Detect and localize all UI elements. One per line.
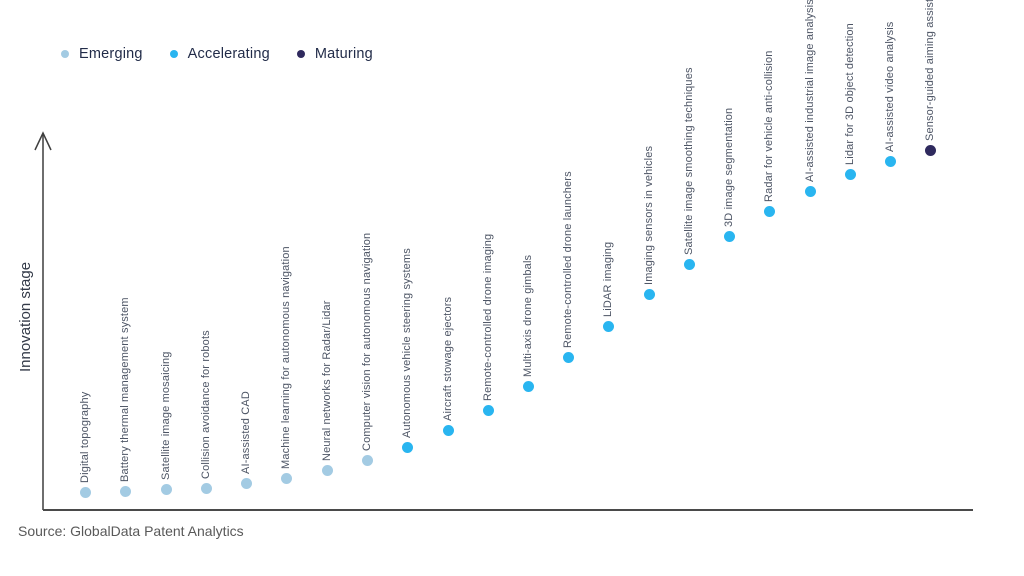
data-point-dot xyxy=(482,404,494,416)
y-axis-title: Innovation stage xyxy=(17,261,34,372)
legend-item-emerging: Emerging xyxy=(61,46,143,62)
data-point-label: 3D image segmentation xyxy=(723,107,735,227)
data-point-dot xyxy=(602,320,614,332)
data-point-label: LiDAR imaging xyxy=(602,241,614,317)
data-point-dot xyxy=(562,351,574,363)
data-point-label: Machine learning for autonomous navigati… xyxy=(280,246,292,469)
data-point-label: Satellite image smoothing techniques xyxy=(683,67,695,255)
data-point-label: Digital topography xyxy=(79,391,91,483)
data-point-dot xyxy=(160,483,172,495)
legend-marker-emerging xyxy=(61,50,69,58)
legend-marker-accelerating xyxy=(169,50,178,58)
data-point-label: Radar for vehicle anti-collision xyxy=(763,50,775,202)
data-point-dot xyxy=(723,230,735,242)
legend-label: Accelerating xyxy=(187,46,270,62)
legend-item-maturing: Maturing xyxy=(296,46,373,62)
data-point-label: AI-assisted industrial image analysis xyxy=(804,0,816,182)
data-point-dot xyxy=(361,454,373,466)
data-point-label: Multi-axis drone gimbals xyxy=(522,254,534,377)
data-point-label: Lidar for 3D object detection xyxy=(844,23,856,165)
data-point-dot xyxy=(683,258,695,270)
legend-label: Maturing xyxy=(314,46,373,62)
data-point-dot xyxy=(240,477,252,489)
data-point-label: AI-assisted video analysis xyxy=(884,21,896,152)
data-point-label: Neural networks for Radar/Lidar xyxy=(321,300,333,461)
data-point-dot xyxy=(442,424,454,436)
y-axis-arrow-icon xyxy=(34,131,52,151)
legend-label: Emerging xyxy=(79,46,143,62)
data-point-dot xyxy=(844,168,856,180)
data-point-dot xyxy=(321,464,333,476)
data-point-label: Satellite image mosaicing xyxy=(160,351,172,480)
data-point-label: Battery thermal management system xyxy=(119,297,131,482)
data-point-label: Remote-controlled drone launchers xyxy=(562,171,574,348)
data-point-label: Imaging sensors in vehicles xyxy=(643,145,655,285)
data-point-dot xyxy=(79,486,91,498)
legend-item-accelerating: Accelerating xyxy=(169,46,270,62)
data-point-label: Collision avoidance for robots xyxy=(200,330,212,479)
data-point-dot xyxy=(522,380,534,392)
data-point-label: Aircraft stowage ejectors xyxy=(442,296,454,421)
data-point-dot xyxy=(804,185,816,197)
data-point-dot xyxy=(643,288,655,300)
data-point-label: Sensor-guided aiming assists xyxy=(924,0,936,141)
data-point-label: Remote-controlled drone imaging xyxy=(482,233,494,401)
data-point-label: Computer vision for autonomous navigatio… xyxy=(361,232,373,451)
data-point-dot xyxy=(884,155,896,167)
data-point-label: AI-assisted CAD xyxy=(240,391,252,474)
data-point-dot xyxy=(280,472,292,484)
data-point-dot xyxy=(924,144,936,156)
data-point-label: Autonomous vehicle steering systems xyxy=(401,248,413,438)
data-point-dot xyxy=(119,485,131,497)
data-point-dot xyxy=(401,441,413,453)
legend-marker-maturing xyxy=(296,50,305,58)
source-note: Source: GlobalData Patent Analytics xyxy=(18,523,244,539)
data-point-dot xyxy=(763,205,775,217)
data-point-dot xyxy=(200,482,212,494)
legend: Emerging Accelerating Maturing xyxy=(61,46,373,62)
